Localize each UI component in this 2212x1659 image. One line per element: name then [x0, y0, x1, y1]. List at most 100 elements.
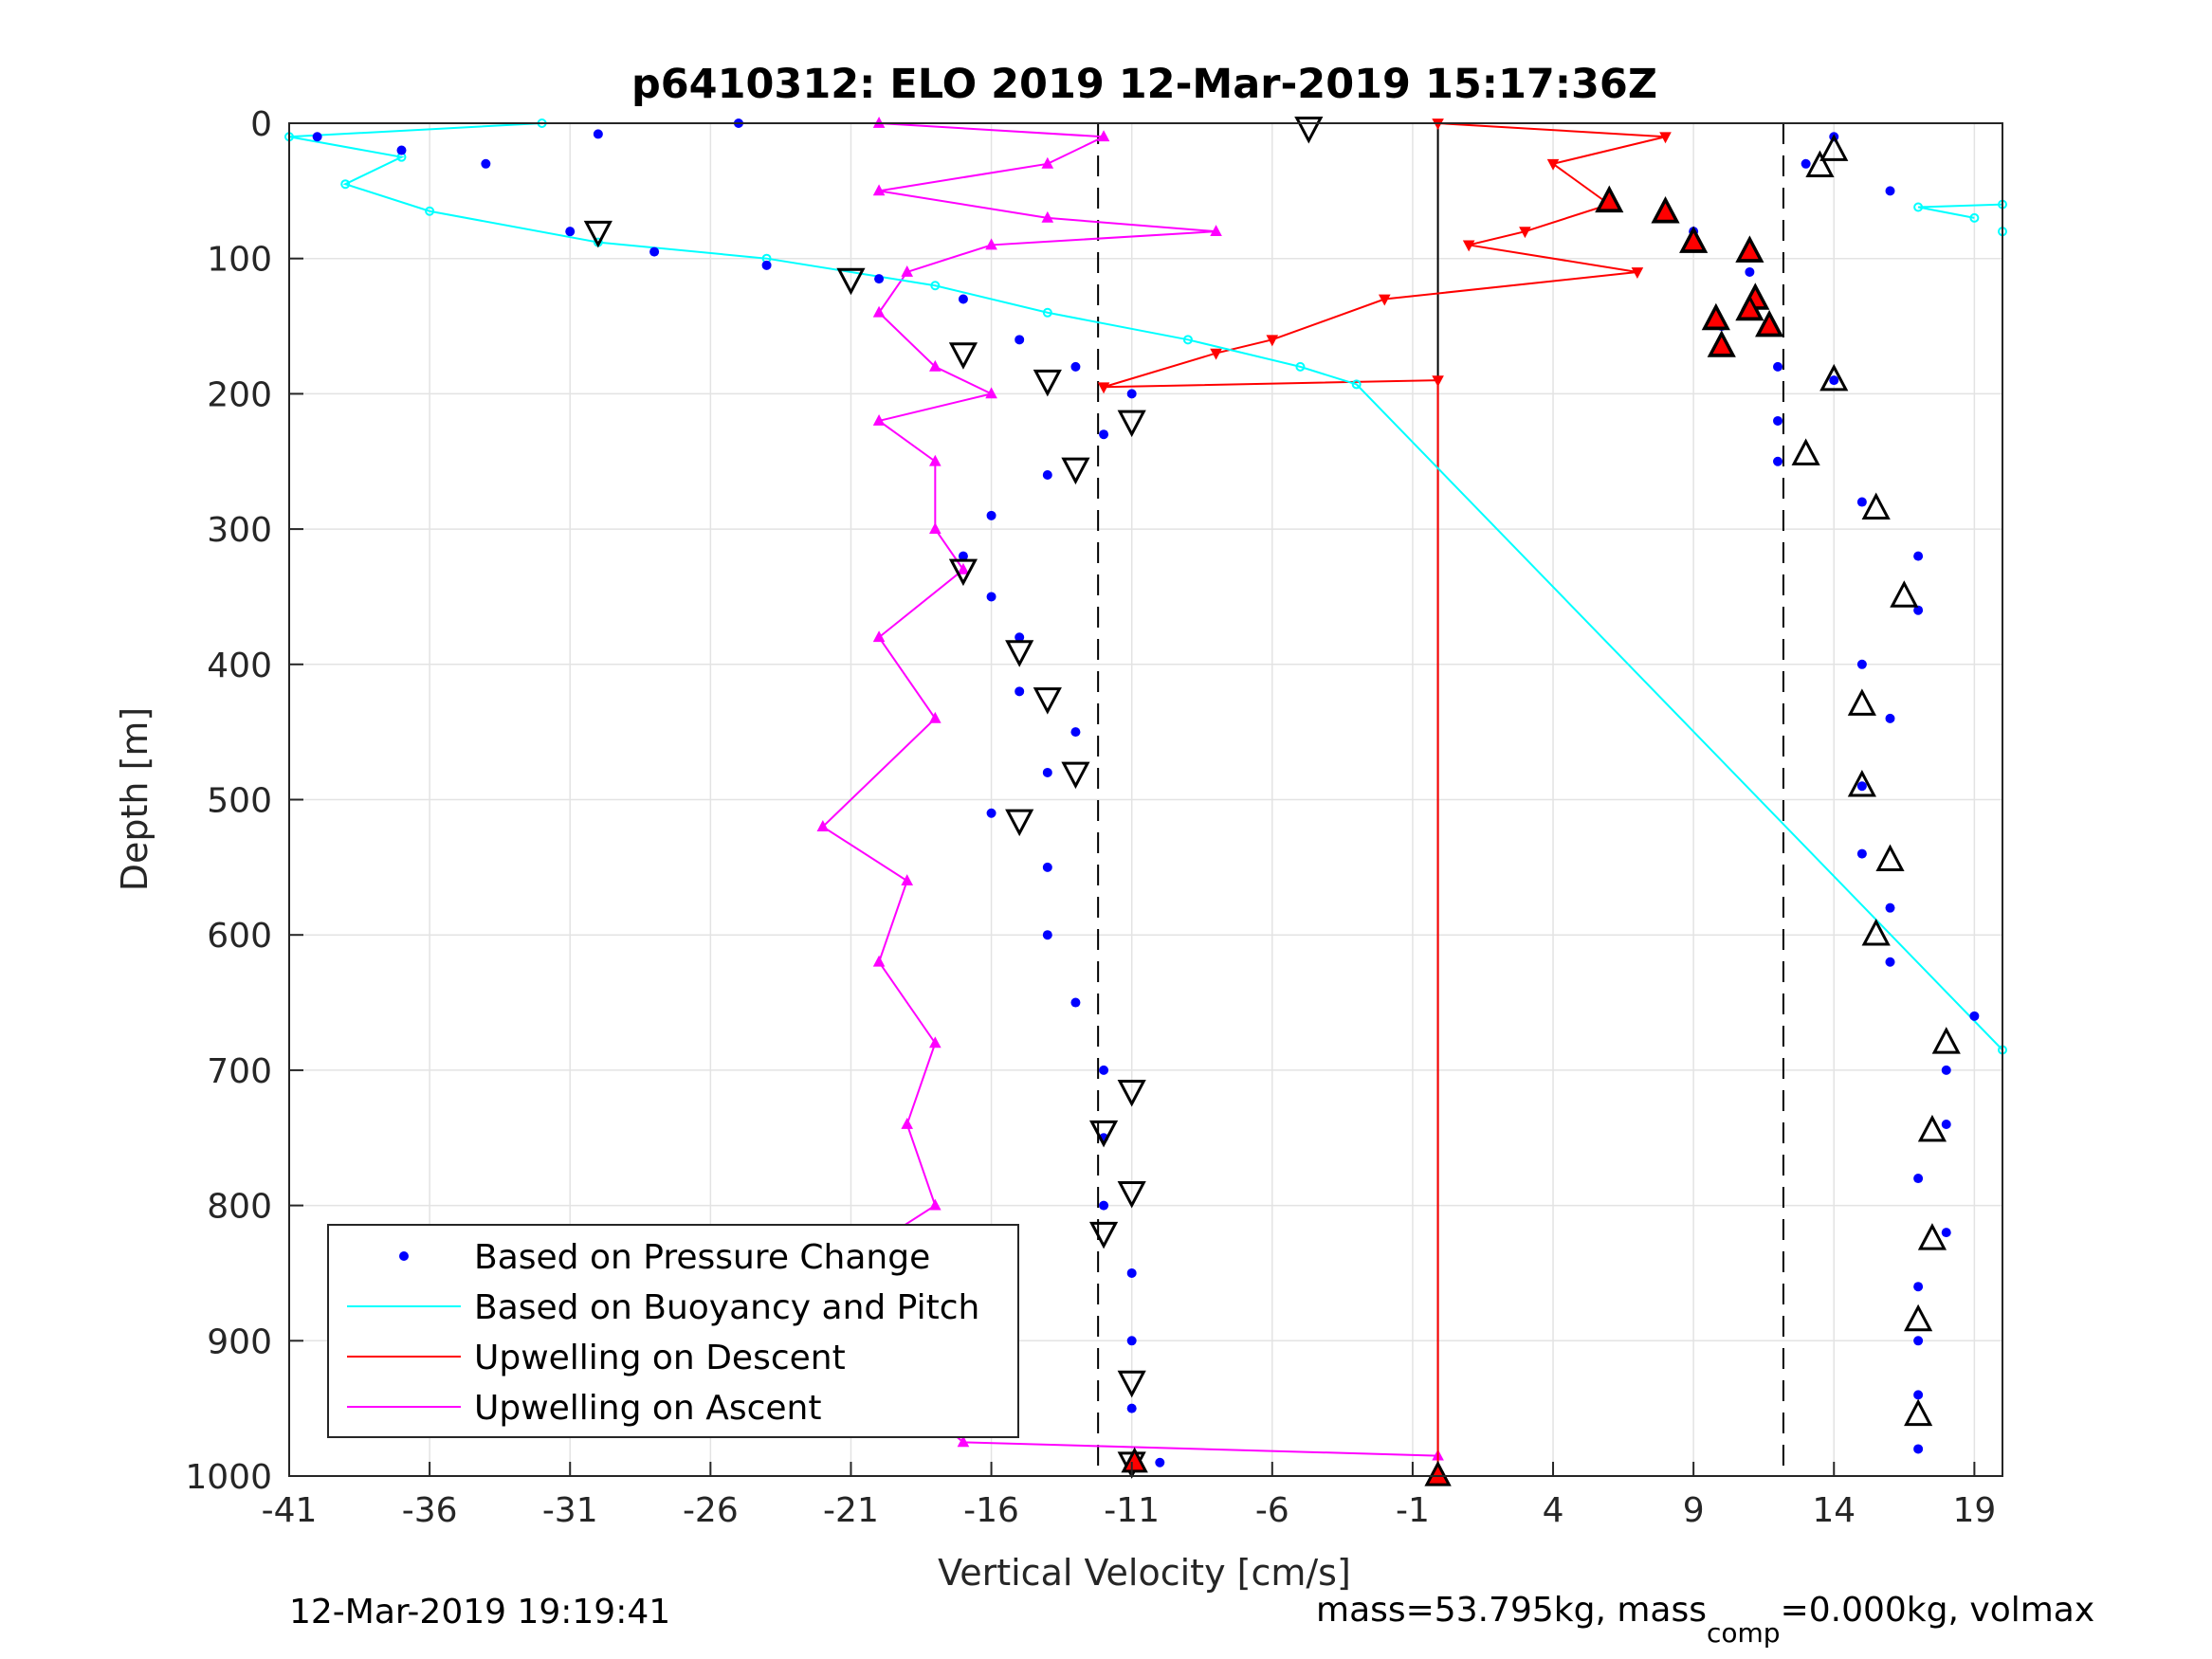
upwelling-descent-point-2	[1546, 158, 1560, 171]
pressure-ascent-dot-1	[1801, 158, 1811, 169]
pressure-ascent-dot-21	[1941, 1119, 1951, 1129]
upwelling-ascent-point-9	[929, 359, 941, 372]
buoyancy-pitch-point-11	[1351, 379, 1362, 390]
pressure-descent-dot-31	[1126, 1403, 1137, 1413]
upwelling-ascent-point-8	[872, 305, 886, 318]
ascent-filled-marker-7	[1755, 310, 1783, 337]
pressure-ascent-dot-6	[1773, 361, 1783, 372]
footer-mass-suffix: =0.000kg, volmax	[1781, 1591, 2095, 1630]
ascent-filled-marker-2	[1679, 227, 1708, 253]
ascent-open-marker-0	[1819, 134, 1849, 161]
descent-open-marker-15	[1088, 1221, 1119, 1249]
pressure-descent-dot-28	[1099, 1200, 1109, 1211]
pressure-descent-dot-8	[874, 274, 885, 284]
descent-open-marker-13	[1088, 1120, 1119, 1148]
y-tick-label-3: 300	[207, 511, 272, 550]
buoyancy-pitch-point-3	[340, 179, 351, 190]
pressure-descent-dot-22	[986, 808, 996, 818]
pressure-descent-dot-15	[986, 510, 996, 520]
pressure-descent-dot-13	[1099, 429, 1109, 440]
descent-open-marker-8	[1005, 640, 1034, 667]
pressure-descent-dot-14	[1042, 470, 1052, 481]
upwelling-ascent-point-1	[1097, 130, 1110, 142]
upwelling-ascent-point-22	[929, 1198, 941, 1211]
upwelling-ascent-point-16	[929, 711, 941, 723]
x-tick-label-12: 19	[1952, 1491, 1996, 1530]
y-tick-label-4: 400	[207, 647, 272, 685]
y-tick-label-10: 1000	[185, 1458, 272, 1497]
pressure-descent-dot-17	[986, 592, 996, 602]
pressure-descent-dot-23	[1042, 862, 1052, 872]
x-axis-label: Vertical Velocity [cm/s]	[938, 1552, 1351, 1594]
x-tick-label-0: -41	[262, 1491, 318, 1530]
upwelling-ascent-point-20	[929, 1036, 941, 1048]
x-tick-label-4: -21	[823, 1491, 879, 1530]
ascent-open-marker-23	[1904, 1398, 1933, 1427]
upwelling-ascent-point-21	[901, 1117, 914, 1129]
pressure-descent-dot-2	[312, 132, 322, 142]
pressure-descent-dot-30	[1126, 1336, 1137, 1346]
pressure-descent-dot-21	[1042, 767, 1052, 777]
descent-open-marker-0	[1294, 116, 1324, 144]
legend-label-pressure: Based on Pressure Change	[474, 1238, 930, 1277]
upwelling-descent-point-9	[1210, 348, 1222, 360]
pressure-ascent-dot-17	[1885, 902, 1895, 913]
upwelling-descent-point-10	[1097, 382, 1110, 394]
upwelling-descent-point-1	[1659, 132, 1672, 144]
pressure-ascent-dot-2	[1885, 186, 1895, 196]
y-tick-label-1: 100	[207, 241, 272, 280]
descent-open-marker-1	[583, 220, 612, 248]
ascent-open-marker-13	[1861, 492, 1891, 520]
x-tick-label-9: 4	[1543, 1491, 1564, 1530]
x-tick-label-2: -31	[542, 1491, 598, 1530]
pressure-ascent-dot-8	[1773, 415, 1783, 426]
pressure-descent-dot-19	[1015, 686, 1025, 697]
upwelling-ascent-point-19	[872, 955, 886, 967]
upwelling-ascent-point-12	[929, 454, 941, 466]
buoyancy-pitch-point-10	[1295, 361, 1306, 372]
upwelling-ascent-point-4	[1041, 210, 1054, 223]
ascent-open-marker-19	[1931, 1027, 1961, 1054]
upwelling-ascent-point-14	[957, 562, 970, 574]
pressure-descent-dot-4	[481, 158, 491, 169]
pressure-ascent-dot-4	[1745, 266, 1755, 277]
x-tick-labels: -41 -36 -31 -26 -21 -16 -11 -6 -1 4 9 14 19	[262, 1462, 1996, 1530]
upwelling-descent-point-6	[1631, 267, 1644, 279]
pressure-descent-dot-10	[1015, 335, 1025, 345]
descent-open-marker-4	[1033, 369, 1062, 397]
ascent-open-marker-17	[1875, 844, 1905, 872]
pressure-ascent-dot-15	[1856, 781, 1867, 792]
pressure-descent-dot-26	[1099, 1065, 1109, 1075]
pressure-ascent-dot-24	[1913, 1282, 1924, 1292]
descent-open-marker-16	[1117, 1370, 1146, 1398]
buoyancy-pitch-point-9	[1182, 335, 1193, 345]
pressure-descent-dot-16	[958, 551, 968, 561]
pressure-ascent-dot-14	[1885, 713, 1895, 723]
descent-open-marker-12	[1117, 1080, 1146, 1107]
pressure-ascent-dot-26	[1913, 1390, 1924, 1400]
x-tick-label-5: -16	[963, 1491, 1019, 1530]
ascent-filled-marker-9	[1424, 1460, 1452, 1486]
upwelling-ascent-point-11	[872, 413, 886, 426]
x-tick-label-1: -36	[402, 1491, 458, 1530]
pressure-descent-dot-5	[565, 227, 576, 237]
upwelling-descent-point-7	[1378, 294, 1391, 306]
legend-label-descent: Upwelling on Descent	[474, 1339, 846, 1377]
ascent-open-marker-11	[1819, 363, 1849, 392]
ascent-open-marker-14	[1890, 580, 1919, 608]
descent-open-marker-2	[836, 267, 866, 296]
legend-label-ascent: Upwelling on Ascent	[474, 1389, 821, 1428]
x-tick-label-11: 14	[1812, 1491, 1856, 1530]
x-tick-label-10: 9	[1683, 1491, 1705, 1530]
ascent-open-marker-16	[1847, 770, 1876, 797]
descent-open-marker-5	[1117, 410, 1146, 438]
pressure-descent-dot-12	[1126, 389, 1137, 399]
upwelling-ascent-point-6	[985, 238, 997, 250]
x-tick-label-7: -6	[1255, 1491, 1289, 1530]
pressure-descent-dot-6	[649, 246, 660, 257]
pressure-descent-dot-1	[593, 129, 603, 139]
pressure-ascent-dot-19	[1969, 1011, 1980, 1021]
ascent-filled-marker-6	[1702, 303, 1730, 330]
legend-box	[327, 1224, 1019, 1438]
